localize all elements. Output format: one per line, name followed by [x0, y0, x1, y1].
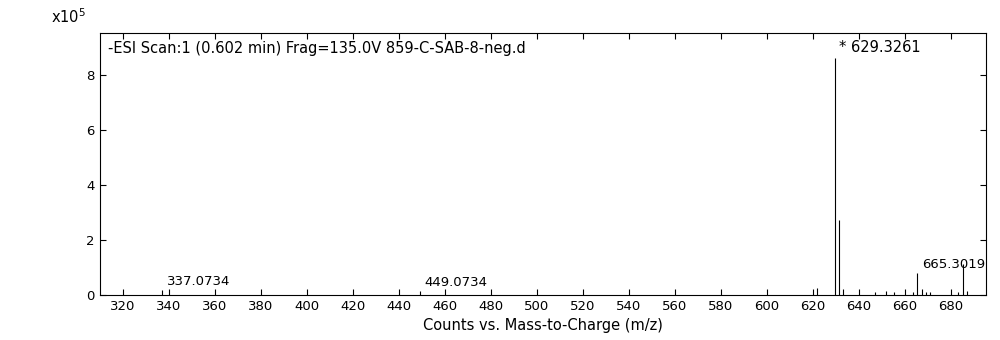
Text: 665.3019: 665.3019	[922, 258, 985, 271]
Text: -ESI Scan:1 (0.602 min) Frag=135.0V 859-C-SAB-8-neg.d: -ESI Scan:1 (0.602 min) Frag=135.0V 859-…	[108, 41, 526, 56]
Text: * 629.3261: * 629.3261	[839, 40, 921, 55]
Text: 449.0734: 449.0734	[424, 276, 487, 289]
X-axis label: Counts vs. Mass-to-Charge (m/z): Counts vs. Mass-to-Charge (m/z)	[423, 318, 663, 333]
Text: x10$^5$: x10$^5$	[51, 7, 86, 26]
Text: 337.0734: 337.0734	[166, 275, 230, 288]
